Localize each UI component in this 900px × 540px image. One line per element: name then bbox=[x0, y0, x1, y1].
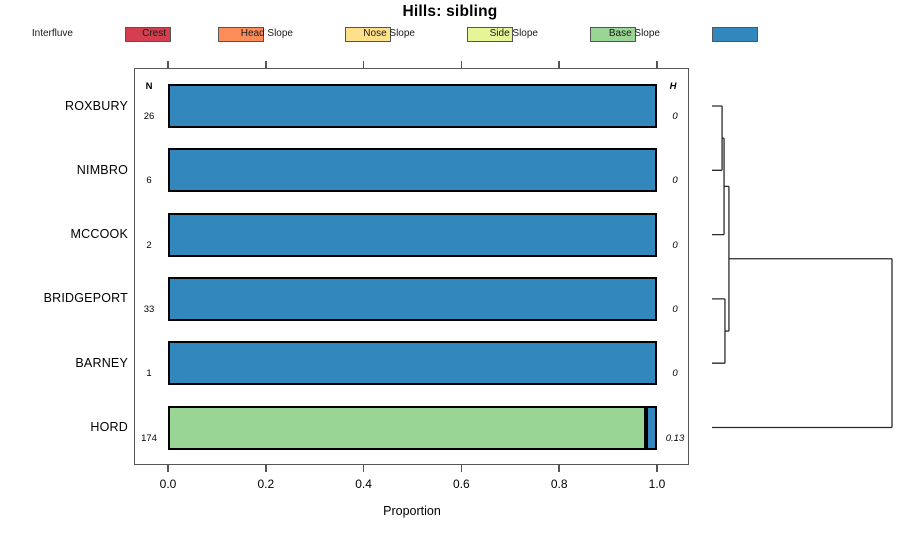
x-tick bbox=[558, 465, 560, 472]
x-tick-label: 1.0 bbox=[648, 477, 666, 491]
x-tick bbox=[656, 465, 658, 472]
h-value: 0.13 bbox=[665, 432, 685, 444]
category-label: ROXBURY bbox=[65, 98, 128, 113]
legend-swatch bbox=[218, 27, 264, 42]
category-label: MCCOOK bbox=[70, 227, 128, 242]
bar-segment bbox=[168, 148, 657, 193]
dendrogram-lines bbox=[712, 105, 893, 429]
bar-segment bbox=[168, 84, 657, 128]
n-value: 6 bbox=[146, 175, 152, 187]
legend-swatch bbox=[712, 27, 758, 42]
n-column-header: N bbox=[145, 81, 153, 92]
n-value: 26 bbox=[143, 111, 155, 122]
category-label: NIMBRO bbox=[76, 162, 128, 177]
x-tick bbox=[362, 465, 365, 472]
chart-title: Hills: sibling bbox=[402, 3, 498, 20]
x-tick-label: 0.0 bbox=[159, 477, 177, 491]
h-value: 0 bbox=[672, 111, 678, 122]
x-tick bbox=[558, 61, 560, 68]
bar-segment bbox=[646, 405, 657, 450]
legend-label: Side Slope bbox=[489, 28, 538, 39]
bar-row bbox=[168, 405, 657, 450]
legend-label: Crest bbox=[142, 28, 166, 39]
legend-swatch bbox=[345, 27, 391, 42]
x-tick bbox=[362, 61, 365, 68]
legend-label: Nose Slope bbox=[363, 28, 415, 39]
bar-segment bbox=[168, 212, 657, 257]
bar-row bbox=[168, 276, 657, 321]
x-tick bbox=[167, 465, 169, 472]
legend-label: Base Slope bbox=[608, 28, 660, 39]
x-tick bbox=[265, 465, 267, 472]
x-tick bbox=[167, 61, 169, 68]
h-value: 0 bbox=[672, 175, 678, 187]
bar-segment bbox=[168, 276, 657, 321]
category-label: BARNEY bbox=[75, 355, 128, 370]
x-tick bbox=[265, 61, 267, 68]
x-tick-label: 0.8 bbox=[550, 477, 568, 491]
x-tick-label: 0.2 bbox=[257, 477, 275, 491]
n-value: 1 bbox=[146, 368, 152, 380]
x-tick-label: 0.6 bbox=[453, 477, 470, 491]
h-value: 0 bbox=[672, 239, 678, 251]
x-tick-label: 0.4 bbox=[355, 477, 372, 491]
bar-row bbox=[168, 84, 657, 128]
n-value: 174 bbox=[141, 432, 157, 444]
legend-swatch bbox=[467, 27, 513, 42]
legend-label: Head Slope bbox=[240, 28, 293, 39]
h-column-header: H bbox=[669, 81, 677, 92]
bar-segment bbox=[168, 341, 657, 386]
bar-row bbox=[168, 148, 657, 193]
category-label: BRIDGEPORT bbox=[43, 291, 128, 306]
legend-swatch bbox=[590, 27, 636, 42]
h-value: 0 bbox=[672, 368, 678, 380]
bar-row bbox=[168, 212, 657, 257]
plot-border bbox=[134, 68, 689, 465]
category-label: HORD bbox=[90, 420, 128, 434]
x-tick bbox=[460, 465, 463, 472]
legend-label: Interfluve bbox=[31, 28, 73, 39]
h-value: 0 bbox=[672, 303, 678, 315]
bar-row bbox=[168, 341, 657, 386]
n-value: 2 bbox=[146, 239, 152, 251]
bar-segment bbox=[168, 405, 646, 450]
x-axis-title: Proportion bbox=[383, 504, 441, 518]
x-tick bbox=[460, 61, 463, 68]
legend-swatch bbox=[125, 27, 171, 42]
n-value: 33 bbox=[143, 303, 155, 315]
x-tick bbox=[656, 61, 658, 68]
